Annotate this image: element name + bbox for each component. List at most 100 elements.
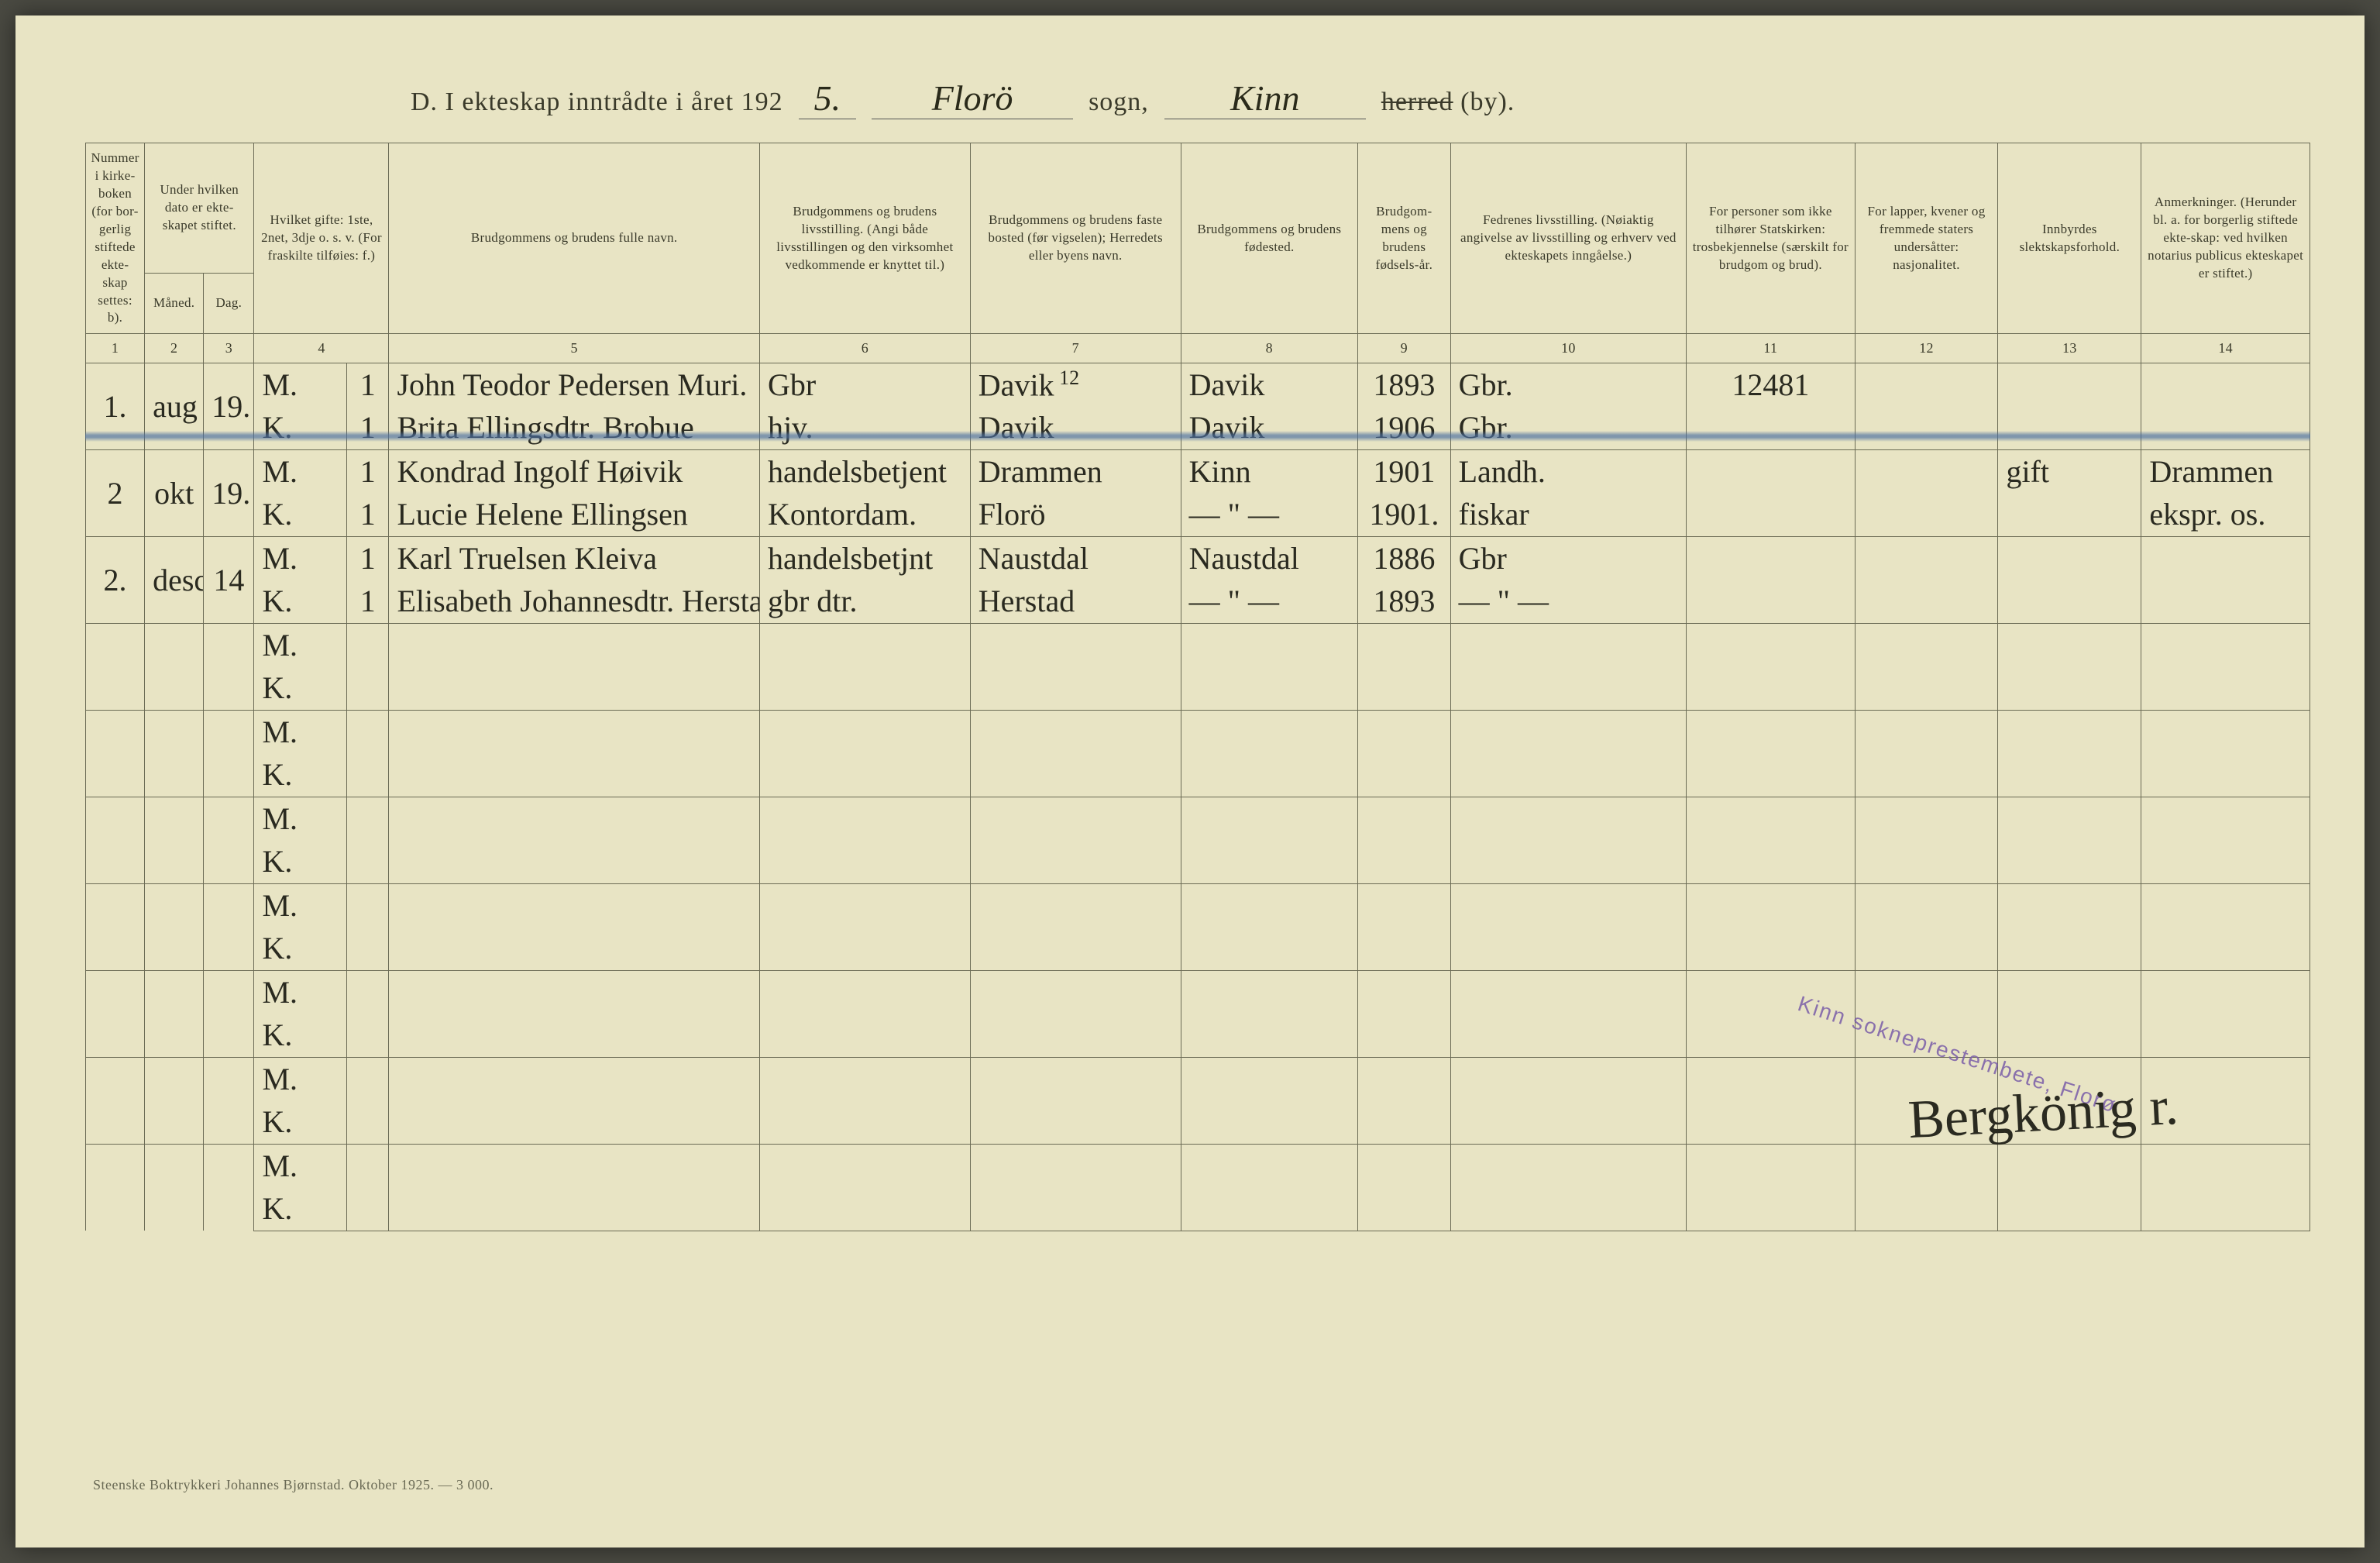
cell: [389, 623, 759, 666]
cell: [1181, 1057, 1357, 1100]
cell: 1893: [1358, 363, 1451, 406]
cell: [1358, 797, 1451, 840]
cell: 1: [347, 363, 389, 406]
cell: [1181, 753, 1357, 797]
cell: [1450, 927, 1686, 970]
cell: 14: [204, 536, 254, 623]
cell: Gbr: [1450, 536, 1686, 580]
cell: Naustdal: [970, 536, 1181, 580]
cell: [1855, 406, 1998, 449]
cell: [970, 1187, 1181, 1231]
cell: okt: [145, 449, 204, 536]
cell: ekspr. os.: [2141, 493, 2310, 536]
cell: Herstad: [970, 580, 1181, 623]
cell: K.: [254, 840, 347, 883]
cell: [347, 1100, 389, 1144]
colnum: 10: [1450, 334, 1686, 363]
parish-fill: Florö: [872, 77, 1073, 119]
cell: [347, 840, 389, 883]
cell: Kondrad Ingolf Høivik: [389, 449, 759, 493]
cell: [759, 753, 970, 797]
cell: [1687, 580, 1855, 623]
cell: [389, 1187, 759, 1231]
cell: [1450, 883, 1686, 927]
cell: gbr dtr.: [759, 580, 970, 623]
blank-row: K.: [86, 1014, 2310, 1057]
cell: [1181, 1100, 1357, 1144]
cell: 1893: [1358, 580, 1451, 623]
cell: [1687, 797, 1855, 840]
cell: [1687, 493, 1855, 536]
cell: [204, 797, 254, 883]
cell: [145, 623, 204, 710]
cell: K.: [254, 927, 347, 970]
entry-row-groom: 2.desc14M.1Karl Truelsen Kleivahandelsbe…: [86, 536, 2310, 580]
title-prefix: D. I ekteskap inntrådte i året 192: [411, 88, 783, 117]
cell: [145, 970, 204, 1057]
cell: [2141, 1057, 2310, 1100]
cell: [1181, 797, 1357, 840]
blank-row: M.: [86, 710, 2310, 753]
cell: 1: [347, 406, 389, 449]
cell: [1358, 1187, 1451, 1231]
cell: Davik: [1181, 363, 1357, 406]
cell: [1450, 666, 1686, 710]
cell: hjv.: [759, 406, 970, 449]
cell: [1998, 666, 2141, 710]
cell: [204, 710, 254, 797]
cell: [759, 1187, 970, 1231]
cell: [2141, 797, 2310, 840]
blank-row: M.: [86, 623, 2310, 666]
cell: [2141, 1100, 2310, 1144]
cell: [1450, 710, 1686, 753]
cell: Kinn: [1181, 449, 1357, 493]
cell: aug: [145, 363, 204, 449]
cell: [1855, 623, 1998, 666]
cell: [2141, 1014, 2310, 1057]
cell: [347, 666, 389, 710]
table-head: Nummer i kirke-boken (for bor-gerlig sti…: [86, 143, 2310, 363]
cell: [389, 927, 759, 970]
cell: [1998, 797, 2141, 840]
cell: [1181, 666, 1357, 710]
cell: [1687, 406, 1855, 449]
cell: [970, 710, 1181, 753]
cell: [347, 1144, 389, 1187]
col-header-2b: Dag.: [204, 274, 254, 334]
col-header-7: Brudgommens og brudens faste bosted (før…: [970, 143, 1181, 334]
cell: [389, 1014, 759, 1057]
cell: [1181, 883, 1357, 927]
cell: [1855, 666, 1998, 710]
cell: [1450, 797, 1686, 840]
cell: gift: [1998, 449, 2141, 493]
cell: [759, 623, 970, 666]
cell: [1687, 927, 1855, 970]
cell: [970, 840, 1181, 883]
cell: [1181, 927, 1357, 970]
cell: [759, 666, 970, 710]
blank-row: M.: [86, 1057, 2310, 1100]
cell: Drammen: [2141, 449, 2310, 493]
cell: [1998, 406, 2141, 449]
cell: [347, 623, 389, 666]
cell: [2141, 1187, 2310, 1231]
cell: [1181, 1187, 1357, 1231]
cell: Drammen: [970, 449, 1181, 493]
cell: [145, 797, 204, 883]
cell: [2141, 406, 2310, 449]
cell: [86, 710, 145, 797]
cell: [2141, 623, 2310, 666]
colnum: 5: [389, 334, 759, 363]
cell: [1998, 493, 2141, 536]
cell: desc: [145, 536, 204, 623]
cell: [1998, 623, 2141, 666]
cell: 12481: [1687, 363, 1855, 406]
cell: [1358, 1014, 1451, 1057]
entry-row-groom: 2okt19.M.1Kondrad Ingolf Høivikhandelsbe…: [86, 449, 2310, 493]
cell: [1855, 970, 1998, 1014]
cell: [1687, 666, 1855, 710]
cell: [347, 753, 389, 797]
cell: [1181, 1144, 1357, 1187]
cell: [389, 970, 759, 1014]
cell: [1450, 1100, 1686, 1144]
